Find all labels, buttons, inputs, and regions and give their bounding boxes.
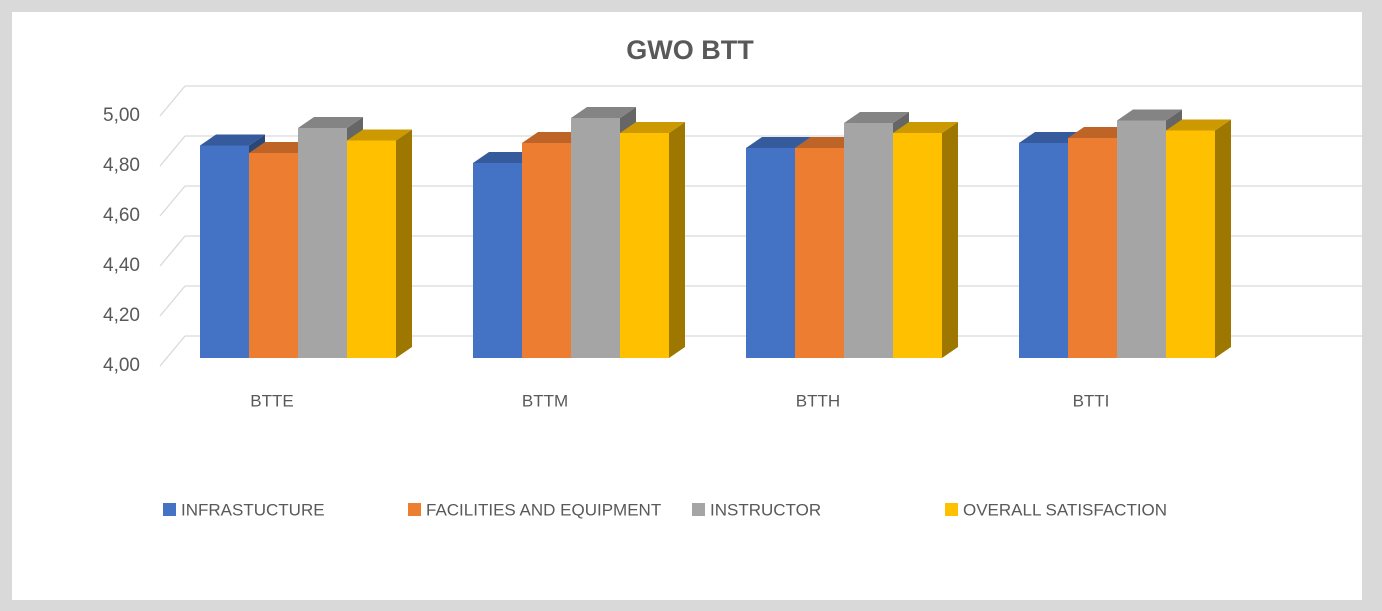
bar-top bbox=[746, 137, 811, 148]
chart-title: GWO BTT bbox=[626, 35, 754, 65]
bar-side bbox=[396, 129, 412, 358]
grid-line-side bbox=[159, 235, 186, 267]
legend-swatch bbox=[163, 503, 176, 516]
legend-label: FACILITIES AND EQUIPMENT bbox=[426, 500, 661, 519]
x-tick-label: BTTH bbox=[796, 391, 840, 410]
y-tick-label: 4,20 bbox=[103, 305, 140, 326]
bar-side bbox=[1215, 119, 1231, 358]
bar bbox=[1019, 143, 1068, 358]
grid-line-side bbox=[159, 85, 186, 117]
y-tick-label: 4,60 bbox=[103, 205, 140, 226]
y-tick-label: 4,80 bbox=[103, 155, 140, 176]
bar bbox=[571, 118, 620, 358]
legend-label: INFRASTUCTURE bbox=[181, 500, 325, 519]
bar bbox=[844, 123, 893, 358]
y-tick-label: 4,00 bbox=[103, 355, 140, 376]
bar-top bbox=[1068, 127, 1133, 138]
bar-top bbox=[473, 152, 538, 163]
bar-top bbox=[1117, 109, 1182, 121]
bar bbox=[1117, 120, 1166, 358]
x-tick-label: BTTE bbox=[250, 391, 293, 410]
bar-top bbox=[347, 129, 412, 141]
x-tick-label: BTTM bbox=[522, 391, 568, 410]
bar bbox=[522, 143, 571, 358]
grid-line-side bbox=[159, 335, 186, 367]
bar-top bbox=[1166, 119, 1231, 131]
bar bbox=[620, 133, 669, 358]
bar-top bbox=[795, 137, 860, 148]
bar-top bbox=[200, 134, 265, 146]
bar-top bbox=[522, 132, 587, 143]
bar bbox=[1166, 130, 1215, 358]
bar bbox=[200, 145, 249, 358]
bar-side bbox=[942, 122, 958, 358]
legend-swatch bbox=[408, 503, 421, 516]
bar bbox=[893, 133, 942, 358]
bar-top bbox=[620, 122, 685, 133]
x-tick-label: BTTI bbox=[1073, 391, 1110, 410]
grid-line-side bbox=[159, 135, 186, 167]
legend-label: INSTRUCTOR bbox=[710, 500, 821, 519]
y-tick-label: 5,00 bbox=[103, 105, 140, 126]
bar-side bbox=[669, 122, 685, 358]
bar-top bbox=[571, 107, 636, 118]
legend-swatch bbox=[692, 503, 705, 516]
bar-top bbox=[893, 122, 958, 133]
bar bbox=[746, 148, 795, 358]
bar-top bbox=[298, 117, 363, 128]
bar-top bbox=[249, 142, 314, 153]
y-tick-label: 4,40 bbox=[103, 255, 140, 276]
legend-swatch bbox=[945, 503, 958, 516]
bar bbox=[249, 153, 298, 358]
bar-top bbox=[1019, 132, 1084, 143]
grid-line-side bbox=[159, 185, 186, 217]
legend-label: OVERALL SATISFACTION bbox=[963, 500, 1167, 519]
bar bbox=[795, 148, 844, 358]
bar-top bbox=[844, 112, 909, 123]
bar bbox=[473, 163, 522, 358]
bar bbox=[1068, 138, 1117, 358]
bar bbox=[347, 140, 396, 358]
bar bbox=[298, 128, 347, 358]
grid-line-side bbox=[159, 285, 186, 317]
